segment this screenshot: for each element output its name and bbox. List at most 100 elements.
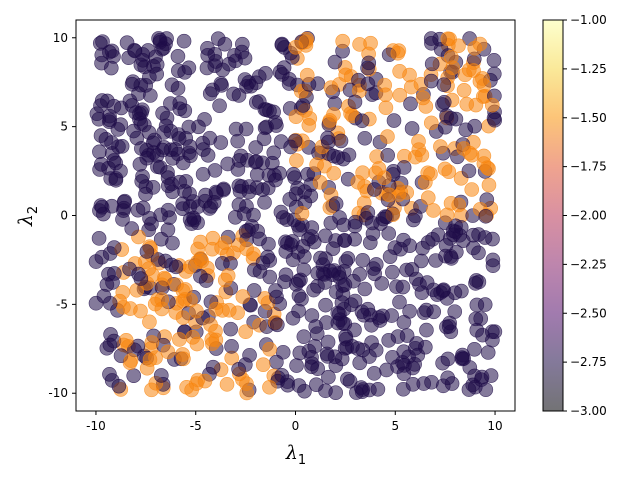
scatter-point — [137, 117, 152, 133]
scatter-point — [193, 268, 208, 284]
scatter-point — [94, 199, 110, 215]
scatter-point — [164, 176, 179, 192]
scatter-point — [382, 249, 398, 264]
scatter-point — [294, 291, 309, 307]
scatter-point — [122, 261, 137, 277]
scatter-point — [176, 33, 192, 49]
scatter-point — [326, 148, 342, 164]
scatter-point — [269, 289, 284, 305]
scatter-point — [296, 329, 312, 344]
scatter-point — [308, 319, 324, 334]
scatter-point — [461, 382, 477, 397]
scatter-point — [91, 231, 107, 246]
scatter-point — [273, 204, 289, 220]
scatter-point — [133, 271, 149, 286]
scatter-point — [382, 187, 397, 203]
scatter-point — [378, 100, 394, 116]
scatter-point — [478, 208, 494, 224]
scatter-point — [451, 197, 467, 213]
scatter-point — [94, 55, 109, 71]
scatter-point — [208, 184, 224, 200]
scatter-point — [185, 194, 201, 209]
scatter-point — [231, 361, 246, 377]
y-axis-ticks: -10 -5 0 5 10 — [48, 31, 76, 400]
scatter-point — [426, 203, 441, 218]
scatter-point — [133, 77, 149, 93]
scatter-point — [208, 301, 224, 317]
scatter-point — [160, 344, 176, 360]
colorbar-tick-label: −2.50 — [570, 306, 607, 320]
scatter-point — [144, 382, 159, 398]
scatter-point — [208, 332, 224, 348]
scatter-point — [170, 49, 186, 64]
scatter-point — [340, 251, 356, 266]
colorbar-tick-label: −2.25 — [570, 257, 607, 271]
scatter-point — [113, 117, 129, 132]
scatter-point — [308, 377, 324, 392]
scatter-point — [165, 235, 180, 251]
scatter-point — [487, 112, 503, 128]
scatter-point — [160, 202, 176, 218]
scatter-point — [440, 351, 456, 367]
scatter-point — [168, 259, 184, 275]
scatter-point — [437, 119, 453, 135]
scatter-point — [456, 83, 472, 98]
scatter-point — [299, 67, 315, 83]
scatter-point — [250, 224, 265, 239]
colorbar-tick-label: −2.75 — [570, 355, 607, 369]
scatter-point — [472, 36, 488, 52]
scatter-point — [317, 275, 333, 290]
scatter-point — [357, 281, 373, 297]
scatter-point — [457, 67, 473, 83]
scatter-point — [248, 95, 264, 110]
scatter-point — [332, 210, 347, 225]
scatter-point — [106, 153, 122, 168]
scatter-point — [436, 77, 452, 92]
scatter-point — [419, 302, 434, 318]
scatter-point — [413, 253, 429, 269]
scatter-point — [274, 36, 290, 52]
scatter-point — [441, 319, 457, 334]
scatter-point — [389, 279, 404, 294]
y-tick-label: 10 — [53, 31, 68, 45]
y-tick-label: -10 — [48, 386, 68, 400]
scatter-point — [423, 73, 439, 89]
scatter-point — [423, 115, 439, 131]
scatter-point — [200, 148, 216, 163]
scatter-point — [287, 170, 302, 185]
scatter-point — [396, 160, 412, 175]
scatter-point — [330, 315, 346, 331]
x-tick-label: 10 — [487, 419, 502, 433]
scatter-point — [203, 317, 218, 333]
scatter-point — [102, 337, 118, 353]
scatter-point — [303, 188, 319, 204]
scatter-point — [275, 344, 291, 360]
scatter-point — [390, 45, 406, 61]
scatter-point — [177, 282, 193, 297]
scatter-point — [439, 207, 455, 223]
scatter-point — [212, 98, 227, 114]
scatter-point — [403, 96, 418, 112]
x-axis-ticks: -10 -5 0 5 10 — [86, 411, 503, 433]
scatter-point — [139, 244, 155, 259]
scatter-point — [98, 131, 114, 147]
scatter-point — [346, 273, 361, 289]
scatter-point — [366, 366, 382, 381]
x-tick-label: -5 — [190, 419, 202, 433]
scatter-point — [327, 54, 343, 70]
scatter-point — [306, 282, 321, 298]
scatter-point — [293, 272, 308, 288]
scatter-point — [233, 148, 249, 164]
colorbar-tick-label: −3.00 — [570, 404, 607, 418]
scatter-point — [392, 294, 407, 310]
scatter-point — [438, 238, 454, 253]
scatter-point — [182, 212, 198, 227]
scatter-point — [386, 113, 402, 128]
scatter-point — [228, 121, 244, 137]
scatter-point — [347, 218, 363, 234]
colorbar-tick-label: −1.25 — [570, 62, 607, 76]
scatter-point — [239, 385, 255, 401]
scatter-point — [335, 33, 350, 49]
scatter-point — [336, 301, 352, 317]
